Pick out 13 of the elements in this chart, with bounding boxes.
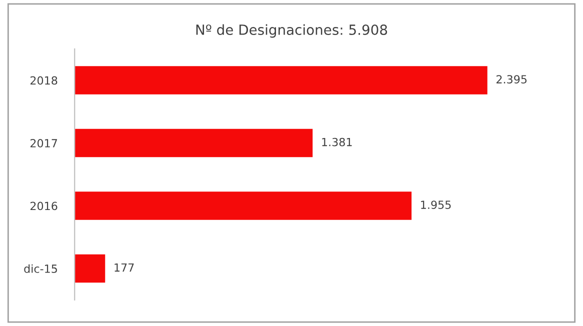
data-label: 2.395 [496,75,527,84]
data-label: 1.381 [322,138,352,146]
y-tick-label: 2018 [30,76,58,85]
data-label: 177 [114,264,134,272]
bar [74,254,106,283]
y-tick-label: dic-15 [24,264,57,273]
data-label: 1.955 [421,200,451,210]
y-tick-label: 2017 [30,139,58,148]
bar [74,192,412,220]
chart-title: Nº de Designaciones: 5.908 [196,24,388,38]
bar [74,128,313,158]
y-tick-label: 2016 [30,202,58,210]
bar [74,66,488,94]
